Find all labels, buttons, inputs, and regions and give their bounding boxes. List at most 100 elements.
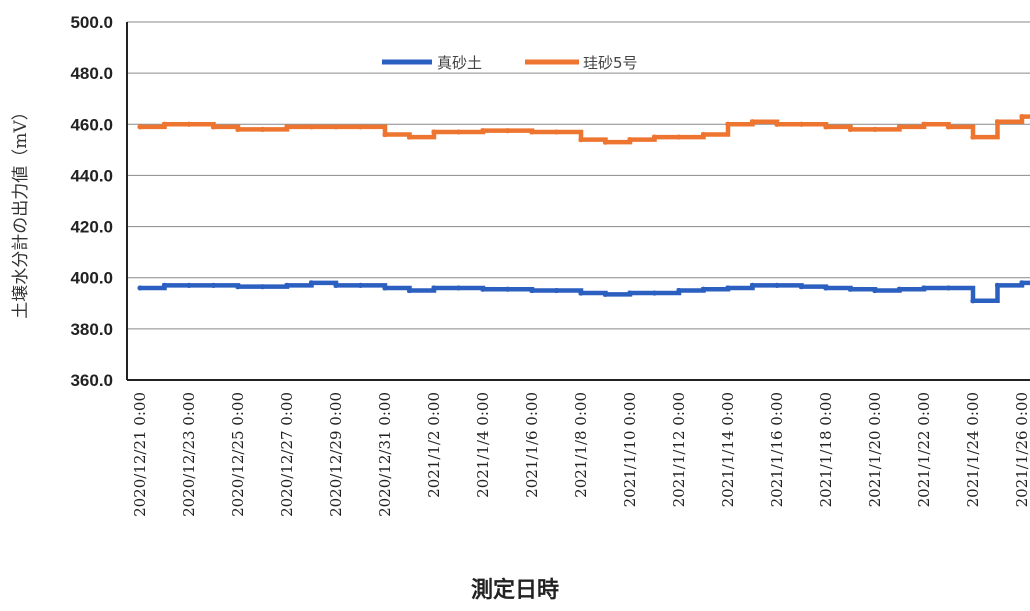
data-point [921, 121, 927, 127]
data-point [406, 134, 413, 140]
data-point [308, 280, 315, 286]
x-tick-label: 2020/12/25 0:00 [229, 392, 247, 517]
x-tick-label: 2021/1/26 0:00 [1013, 392, 1030, 507]
data-point [161, 282, 168, 288]
data-point [504, 128, 511, 134]
x-axis-title: 測定日時 [470, 577, 559, 603]
data-point [235, 126, 241, 132]
data-point [259, 284, 266, 290]
data-point [210, 124, 217, 130]
data-point [431, 129, 437, 135]
data-point [725, 285, 731, 291]
data-point [847, 126, 854, 132]
y-tick-label: 460.0 [70, 115, 113, 134]
data-point [1019, 280, 1025, 286]
data-point [945, 285, 952, 291]
data-point [259, 126, 266, 132]
data-point [749, 119, 756, 125]
data-point [774, 121, 780, 127]
series-lines [137, 114, 1030, 304]
y-tick-labels: 360.0 380.0 400.0 420.0 440.0 460.0 480.0 500.0 [70, 13, 113, 390]
data-point [700, 286, 707, 292]
x-tick-label: 2021/1/4 0:00 [474, 392, 492, 498]
data-point [1019, 114, 1025, 120]
y-tick-label: 480.0 [70, 64, 113, 83]
x-tick-label: 2021/1/2 0:00 [425, 392, 443, 498]
data-point [186, 121, 192, 127]
data-point [284, 124, 290, 130]
data-point [382, 285, 388, 291]
data-point [970, 298, 976, 304]
data-point [725, 121, 731, 127]
series-line-1 [140, 114, 1030, 145]
x-tick-label: 2021/1/18 0:00 [817, 392, 835, 507]
data-point [896, 286, 903, 292]
data-point [455, 129, 462, 135]
data-point [970, 134, 976, 140]
data-point [480, 128, 486, 134]
data-point [210, 282, 217, 288]
data-point [994, 119, 1001, 125]
data-point [651, 134, 658, 140]
gridlines [127, 21, 1030, 381]
data-point [235, 284, 241, 290]
legend-label-masado: 真砂土 [437, 54, 482, 72]
data-point [994, 282, 1001, 288]
data-point [774, 282, 780, 288]
data-point [333, 282, 339, 288]
data-point [455, 285, 462, 291]
series-line-0 [140, 280, 1030, 303]
data-point [137, 124, 143, 130]
data-point [137, 285, 143, 291]
x-tick-label: 2021/1/10 0:00 [621, 392, 639, 507]
y-tick-label: 380.0 [70, 320, 113, 339]
data-point [406, 287, 413, 294]
data-point [602, 291, 609, 297]
data-point [847, 286, 854, 292]
data-point [480, 286, 486, 292]
x-tick-label: 2021/1/16 0:00 [768, 392, 786, 507]
data-point [553, 129, 560, 135]
data-point [945, 124, 952, 130]
data-point [529, 287, 535, 294]
data-point [823, 285, 829, 291]
data-point [284, 282, 290, 288]
data-point [602, 139, 609, 145]
x-tick-label: 2021/1/14 0:00 [719, 392, 737, 507]
y-tick-label: 440.0 [70, 166, 113, 185]
data-point [749, 282, 756, 288]
data-point [578, 290, 584, 296]
x-tick-label: 2020/12/21 0:00 [131, 392, 149, 517]
data-point [676, 287, 682, 294]
data-point [823, 124, 829, 130]
y-tick-label: 400.0 [70, 269, 113, 288]
x-tick-label: 2021/1/24 0:00 [964, 392, 982, 507]
x-tick-label: 2021/1/20 0:00 [866, 392, 884, 507]
data-point [676, 134, 682, 140]
data-point [553, 287, 560, 294]
data-point [186, 282, 192, 288]
x-tick-label: 2020/12/23 0:00 [180, 392, 198, 517]
x-tick-label: 2021/1/12 0:00 [670, 392, 688, 507]
data-point [921, 285, 927, 291]
data-point [529, 129, 535, 135]
data-point [504, 286, 511, 292]
data-point [431, 285, 437, 291]
x-tick-labels: 2020/12/21 0:00 2020/12/23 0:00 2020/12/25… [131, 392, 1030, 517]
data-point [872, 126, 878, 132]
data-point [627, 290, 633, 296]
data-point [798, 121, 805, 127]
x-tick-label: 2020/12/29 0:00 [327, 392, 345, 517]
x-tick-label: 2020/12/31 0:00 [376, 392, 394, 517]
data-point [700, 131, 707, 138]
data-point [357, 282, 364, 288]
data-point [798, 284, 805, 290]
x-tick-label: 2021/1/8 0:00 [572, 392, 590, 498]
legend: 真砂土 珪砂5号 [382, 54, 638, 72]
data-point [161, 121, 168, 127]
y-tick-label: 500.0 [70, 13, 113, 32]
data-point [651, 290, 658, 296]
y-tick-label: 360.0 [70, 371, 113, 390]
data-point [578, 137, 584, 143]
